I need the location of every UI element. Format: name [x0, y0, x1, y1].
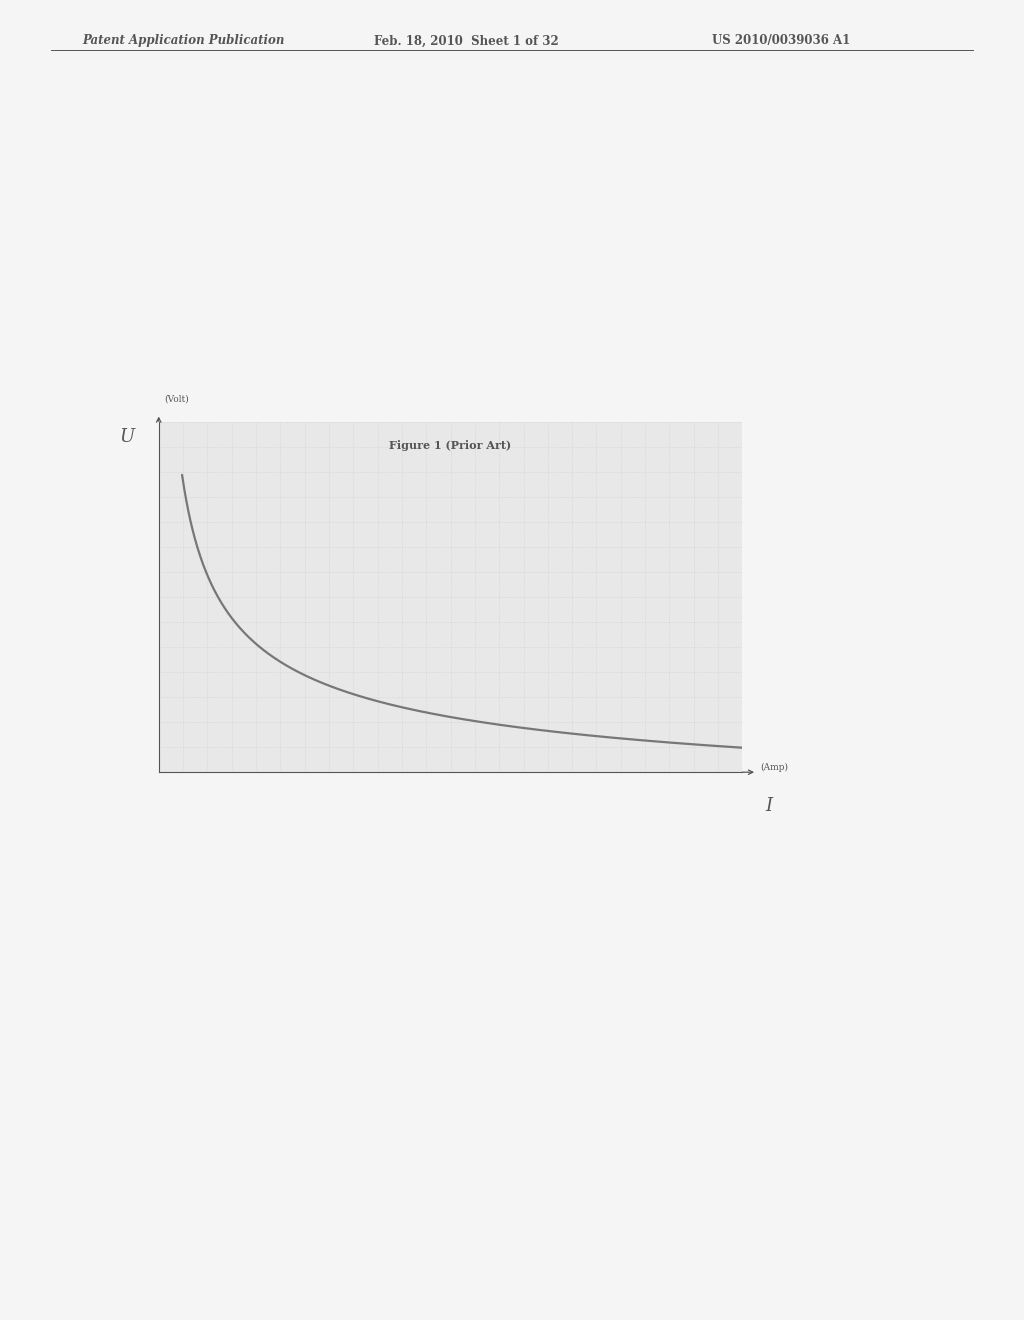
Text: I: I — [766, 797, 773, 814]
Text: (Volt): (Volt) — [165, 395, 189, 403]
Text: Patent Application Publication: Patent Application Publication — [82, 34, 285, 48]
Text: US 2010/0039036 A1: US 2010/0039036 A1 — [712, 34, 850, 48]
Text: (Amp): (Amp) — [760, 763, 787, 772]
Text: Figure 1 (Prior Art): Figure 1 (Prior Art) — [389, 440, 512, 451]
Text: U: U — [119, 428, 134, 446]
Text: Feb. 18, 2010  Sheet 1 of 32: Feb. 18, 2010 Sheet 1 of 32 — [374, 34, 558, 48]
